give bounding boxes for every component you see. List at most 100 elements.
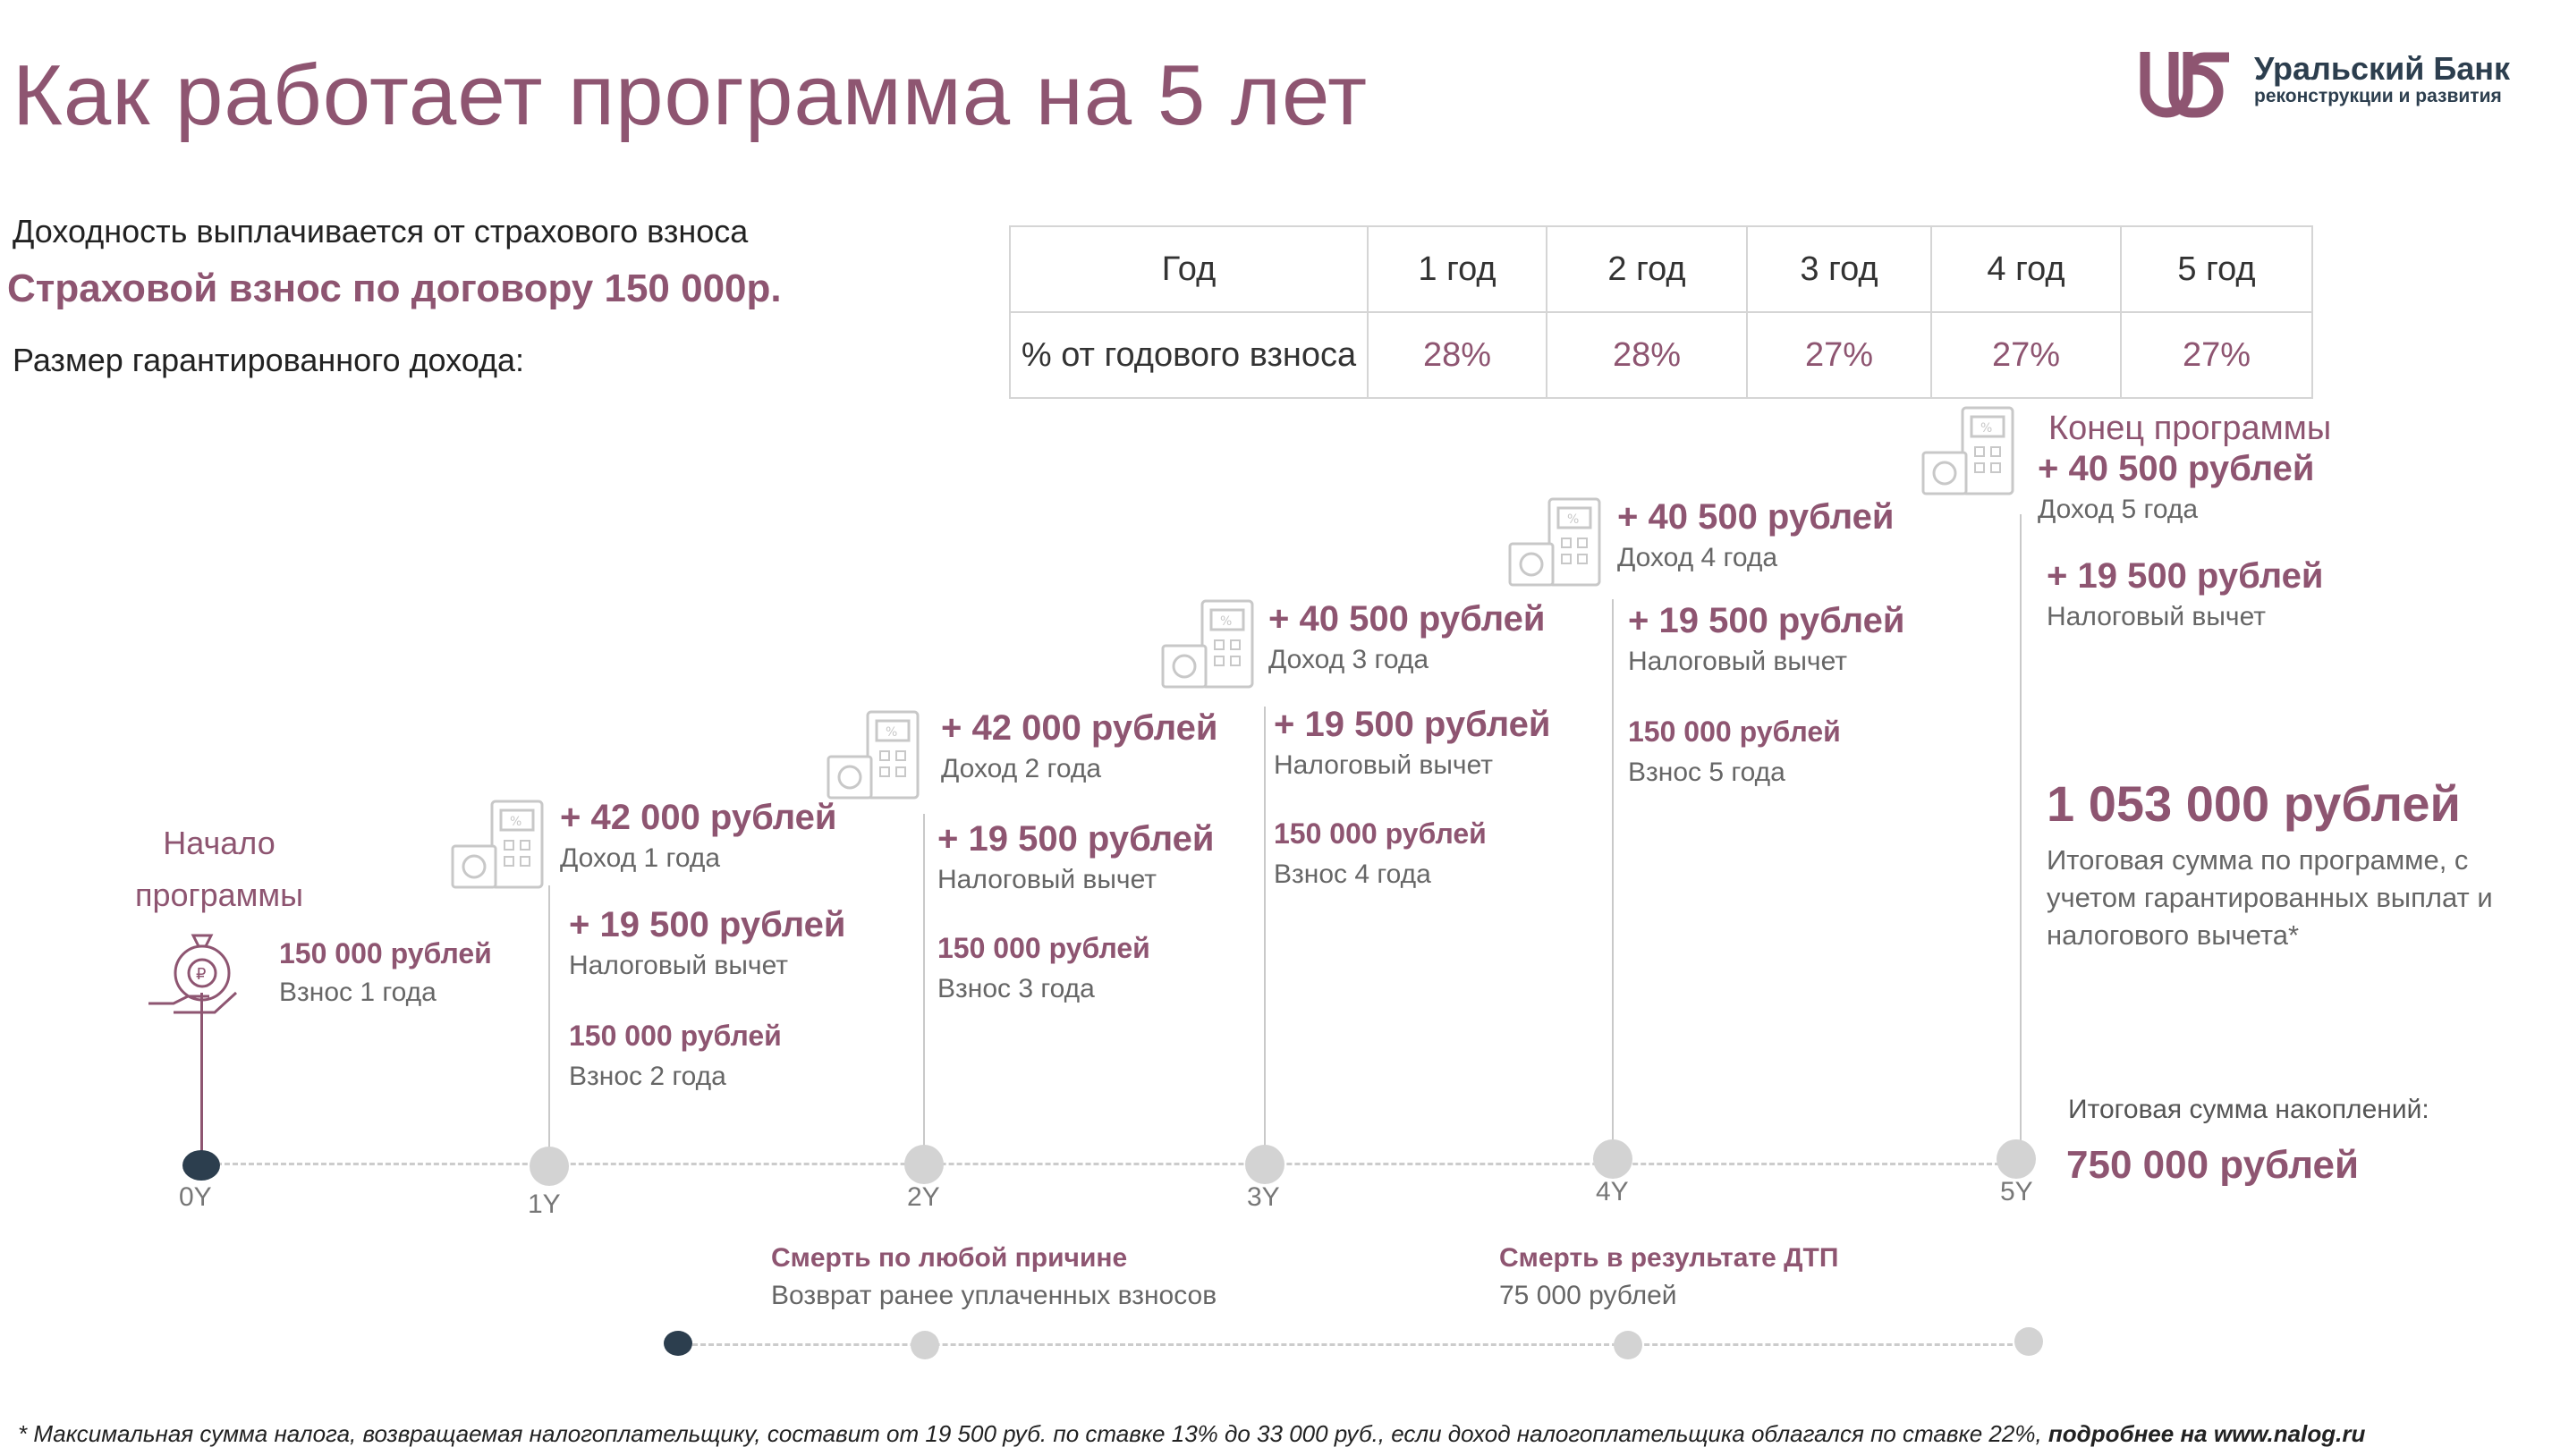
table-header-cell: 5 год [2120,225,2313,313]
timeline-line [200,1163,2016,1165]
rates-header-row: Год 1 год 2 год 3 год 4 год 5 год [1009,225,2313,313]
svg-text:%: % [1567,512,1579,527]
year-label: 2Y [907,1182,940,1212]
start-label: Начало программы [134,825,304,913]
step-contribution-label: Взнос 1 года [279,978,437,1007]
step-income: + 40 500 рублей [2038,449,2315,488]
step-income: + 40 500 рублей [1268,599,1546,639]
step-tax: + 19 500 рублей [1628,601,1905,640]
savings-label: Итоговая сумма накоплений: [2068,1095,2429,1124]
table-header-cell: 3 год [1746,225,1932,313]
step-4-tax: + 19 500 рублей Налоговый вычет [1628,601,1905,677]
table-cell: 27% [1746,311,1932,399]
risk-dot-3 [2014,1327,2043,1356]
step-3: + 40 500 рублей Доход 3 года [1268,599,1546,675]
bank-logo: Уральский Банк реконструкции и развития [2140,45,2533,120]
table-header-cell: 1 год [1367,225,1547,313]
logo-ub-icon [2140,52,2229,118]
step-income: + 42 000 рублей [941,708,1218,748]
timeline-stem-2 [923,814,925,1154]
step-income: + 42 000 рублей [560,798,837,837]
footnote-text: * Максимальная сумма налога, возвращаема… [18,1420,2048,1447]
year-label: 0Y [179,1182,212,1212]
page-title: Как работает программа на 5 лет [13,47,1369,143]
step-contribution: 150 000 рублей [1628,715,1841,748]
calculator-coins-icon: % [827,710,920,800]
svg-text:%: % [886,725,897,740]
calculator-coins-icon: % [1508,497,1601,587]
program-total: 1 053 000 рублей Итоговая сумма по прогр… [2047,775,2548,954]
step-3-contribution: 150 000 рублей Взнос 4 года [1274,817,1487,890]
logo-name: Уральский Банк [2254,50,2510,87]
step-3-tax: + 19 500 рублей Налоговый вычет [1274,705,1551,781]
risk-title: Смерть по любой причине [771,1243,1128,1273]
risk-desc: Возврат ранее уплаченных взносов [771,1281,1217,1310]
step-1: + 42 000 рублей Доход 1 года [560,798,837,874]
timeline-dot-5 [1997,1139,2036,1179]
timeline-dot-4 [1593,1139,1632,1179]
year-label: 3Y [1247,1182,1280,1212]
step-contribution: 150 000 рублей [569,1020,782,1052]
step-income-label: Доход 2 года [941,754,1102,783]
footnote-link: подробнее на www.nalog.ru [2048,1420,2366,1447]
step-1-tax: + 19 500 рублей Налоговый вычет [569,905,846,981]
step-tax: + 19 500 рублей [1274,705,1551,744]
footnote: * Максимальная сумма налога, возвращаема… [18,1420,2365,1448]
calculator-coins-icon: % [1921,406,2014,495]
savings-value: 750 000 рублей [2066,1143,2360,1187]
risk-timeline-line [676,1343,2029,1346]
svg-text:₽: ₽ [196,965,206,984]
risk-death-dtp: Смерть в результате ДТП 75 000 рублей [1499,1243,1838,1311]
timeline-dot-3 [1245,1145,1284,1184]
table-header-cell: 2 год [1546,225,1748,313]
step-tax-label: Налоговый вычет [937,865,1157,894]
step-income-label: Доход 4 года [1617,543,1778,572]
risk-death-any: Смерть по любой причине Возврат ранее уп… [771,1243,1217,1311]
table-cell: 27% [2120,311,2313,399]
step-income: + 40 500 рублей [1617,497,1895,537]
step-contribution-label: Взнос 5 года [1628,758,1785,787]
step-contribution: 150 000 рублей [1274,817,1487,850]
program-total-desc: Итоговая сумма по программе, с учетом га… [2047,844,2493,951]
timeline-dot-0 [182,1150,220,1181]
step-tax-label: Налоговый вычет [1628,647,1847,676]
timeline-stem-3 [1264,707,1266,1154]
timeline-stem-4 [1612,599,1614,1154]
step-2: + 42 000 рублей Доход 2 года [941,708,1218,784]
step-contribution: 150 000 рублей [937,932,1150,964]
money-bag-hand-icon: ₽ [148,934,238,1014]
step-contribution-label: Взнос 3 года [937,974,1095,1003]
step-tax-label: Налоговый вычет [569,951,788,980]
risk-dot-2 [1614,1331,1642,1359]
step-tax: + 19 500 рублей [2047,556,2324,596]
step-income-label: Доход 3 года [1268,645,1429,674]
calculator-coins-icon: % [451,800,544,889]
logo-subtitle: реконструкции и развития [2254,86,2502,106]
year-label: 4Y [1596,1177,1629,1206]
step-0: 150 000 рублей Взнос 1 года [279,937,492,1008]
table-cell: 28% [1546,311,1748,399]
intro-contribution: Страховой взнос по договору 150 000р. [7,267,782,310]
risk-desc: 75 000 рублей [1499,1281,1677,1310]
step-4-contribution: 150 000 рублей Взнос 5 года [1628,715,1841,788]
table-header-cell: 4 год [1930,225,2122,313]
timeline-dot-2 [904,1145,944,1184]
svg-text:%: % [1220,614,1232,629]
calculator-coins-icon: % [1161,599,1254,689]
intro-line-3: Размер гарантированного дохода: [13,342,525,378]
step-2-contribution: 150 000 рублей Взнос 3 года [937,932,1150,1004]
risk-title: Смерть в результате ДТП [1499,1243,1839,1273]
year-label: 5Y [2000,1177,2033,1206]
step-income-label: Доход 5 года [2038,495,2199,524]
step-2-tax: + 19 500 рублей Налоговый вычет [937,819,1215,895]
svg-text:%: % [1980,421,1992,436]
table-header-cell: Год [1009,225,1369,313]
program-total-value: 1 053 000 рублей [2047,775,2461,832]
svg-text:%: % [510,815,521,829]
timeline-stem-5 [2020,514,2022,1149]
table-cell: 28% [1367,311,1547,399]
step-1-contribution: 150 000 рублей Взнос 2 года [569,1020,782,1092]
timeline-dot-1 [530,1147,569,1186]
step-tax: + 19 500 рублей [569,905,846,944]
step-contribution-label: Взнос 2 года [569,1062,726,1091]
